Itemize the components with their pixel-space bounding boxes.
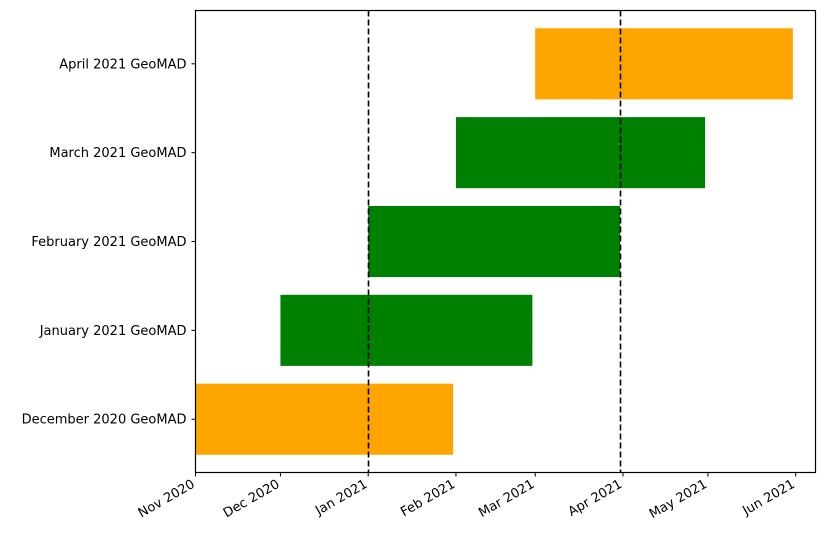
x-tick-label: May 2021 — [647, 477, 710, 522]
y-tick-label: December 2020 GeoMAD — [22, 413, 187, 428]
x-axis: Nov 2020 Dec 2020 Jan 2021 Feb 2021 Mar 2021… — [136, 472, 798, 522]
y-axis: December 2020 GeoMAD January 2021 GeoMAD F… — [22, 57, 196, 428]
bar-february-2021-geomad — [368, 205, 621, 278]
y-tick-label: January 2021 GeoMAD — [39, 324, 187, 339]
y-tick-label: March 2021 GeoMAD — [49, 146, 186, 161]
x-tick-label: Dec 2020 — [221, 477, 283, 521]
x-tick-label: Nov 2020 — [136, 477, 198, 521]
bars-layer — [195, 28, 793, 455]
bar-april-2021-geomad — [535, 28, 793, 100]
bar-january-2021-geomad — [280, 294, 533, 366]
y-tick-label: February 2021 GeoMAD — [31, 235, 186, 250]
x-tick-label: Feb 2021 — [398, 477, 458, 520]
y-tick-label: April 2021 GeoMAD — [59, 57, 186, 72]
x-tick-label: Mar 2021 — [476, 477, 537, 521]
x-tick-label: Jan 2021 — [312, 477, 370, 519]
bar-december-2020-geomad — [195, 383, 454, 455]
bar-march-2021-geomad — [455, 117, 706, 189]
x-tick-label: Jun 2021 — [739, 477, 797, 519]
reference-lines — [367, 10, 622, 473]
x-tick-label: Apr 2021 — [566, 477, 625, 520]
